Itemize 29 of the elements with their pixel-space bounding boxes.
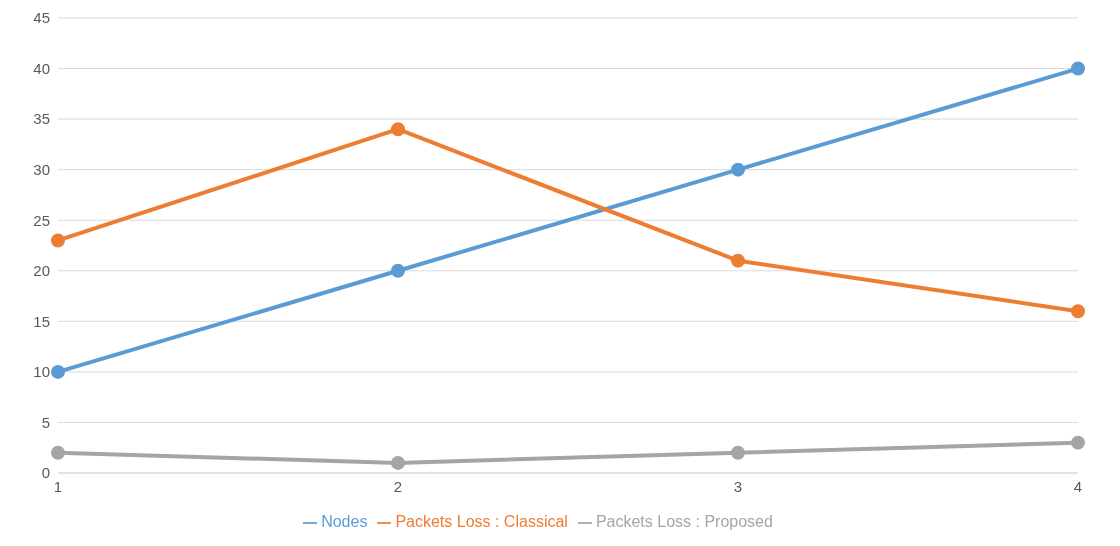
y-tick-label: 30 bbox=[33, 160, 50, 178]
legend-label: Packets Loss : Classical bbox=[395, 513, 568, 530]
y-tick-label: 20 bbox=[33, 262, 50, 280]
x-tick-label: 2 bbox=[393, 477, 403, 495]
x-tick-label: 4 bbox=[1073, 477, 1083, 495]
y-tick-label: 45 bbox=[33, 9, 50, 27]
point bbox=[391, 455, 405, 470]
point bbox=[731, 253, 745, 268]
point bbox=[51, 364, 65, 379]
y-tick-label: 40 bbox=[33, 59, 50, 77]
legend-label: Packets Loss : Proposed bbox=[595, 513, 773, 530]
point bbox=[391, 263, 405, 278]
point bbox=[1071, 61, 1085, 76]
y-tick-label: 25 bbox=[33, 211, 50, 229]
legend-label: Nodes bbox=[321, 513, 368, 530]
y-tick-label: 15 bbox=[33, 312, 50, 330]
point bbox=[51, 445, 65, 460]
point bbox=[51, 233, 65, 248]
y-tick-label: 10 bbox=[33, 363, 50, 381]
point bbox=[731, 445, 745, 460]
point bbox=[391, 122, 405, 137]
x-tick-label: 1 bbox=[53, 477, 63, 495]
point bbox=[1071, 435, 1085, 450]
y-tick-label: 35 bbox=[33, 110, 50, 128]
y-tick-label: 5 bbox=[41, 413, 50, 431]
point bbox=[1071, 304, 1085, 319]
point bbox=[731, 162, 745, 177]
x-tick-label: 3 bbox=[733, 477, 743, 495]
y-tick-label: 0 bbox=[41, 464, 50, 482]
